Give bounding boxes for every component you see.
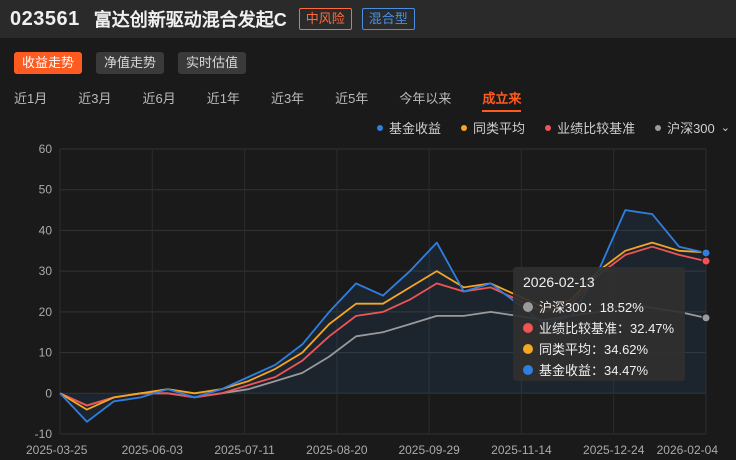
x-tick-label: 2025-12-24 <box>583 443 645 457</box>
legend-dot-icon <box>655 124 662 131</box>
tooltip-row-fund: 基金收益：34.47% <box>523 359 675 380</box>
period-6m[interactable]: 近6月 <box>142 91 176 106</box>
y-tick-label: 60 <box>39 142 53 156</box>
tab-realtime-estimate[interactable]: 实时估值 <box>178 52 247 74</box>
y-tick-label: 0 <box>45 386 52 400</box>
legend-item-benchmark[interactable]: 业绩比较基准 <box>545 118 635 137</box>
tooltip-dot-icon <box>523 322 533 333</box>
x-tick-label: 2025-11-14 <box>491 443 552 457</box>
legend-dot-icon <box>545 124 552 131</box>
legend-label: 同类平均 <box>473 121 526 136</box>
period-selector: 近1月 近3月 近6月 近1年 近3年 近5年 今年以来 成立来 <box>14 88 552 112</box>
chevron-down-icon[interactable]: ⌄ <box>720 122 730 134</box>
tooltip-dot-icon <box>523 364 533 375</box>
chart-legend: 基金收益 同类平均 业绩比较基准 沪深300 ⌄ <box>357 118 730 137</box>
chart-tooltip: 2026-02-13 沪深300：18.52% 业绩比较基准：32.47% 同类… <box>513 267 685 381</box>
legend-label: 沪深300 <box>667 121 715 136</box>
x-tick-label: 2025-03-25 <box>26 443 88 457</box>
period-since-inception[interactable]: 成立来 <box>482 88 522 112</box>
tooltip-row-benchmark: 业绩比较基准：32.47% <box>523 317 675 338</box>
risk-badge: 中风险 <box>298 8 352 30</box>
tooltip-date: 2026-02-13 <box>523 274 595 290</box>
legend-item-csi300[interactable]: 沪深300 ⌄ <box>655 118 730 137</box>
fund-header: 023561 富达创新驱动混合发起C 中风险 混合型 <box>0 0 736 38</box>
tooltip-value: 业绩比较基准：32.47% <box>539 321 675 336</box>
tooltip-row-csi300: 沪深300：18.52% <box>523 296 675 317</box>
tooltip-row-peer: 同类平均：34.62% <box>523 338 675 359</box>
tab-return-trend[interactable]: 收益走势 <box>14 52 83 74</box>
period-1m[interactable]: 近1月 <box>14 91 48 106</box>
y-tick-label: 50 <box>39 183 53 197</box>
legend-label: 基金收益 <box>389 121 442 136</box>
period-ytd[interactable]: 今年以来 <box>399 91 452 106</box>
fund-type-badge: 混合型 <box>361 8 415 30</box>
legend-item-fund[interactable]: 基金收益 <box>377 118 441 137</box>
y-tick-label: 30 <box>39 264 53 278</box>
tooltip-dot-icon <box>523 301 533 312</box>
series-endpoint-0 <box>701 248 711 258</box>
tab-nav-trend[interactable]: 净值走势 <box>96 52 165 74</box>
fund-code: 023561 <box>10 7 80 30</box>
x-tick-label: 2025-07-11 <box>214 443 275 457</box>
y-tick-label: 20 <box>39 305 53 319</box>
chart-mode-tabs: 收益走势 净值走势 实时估值 <box>14 52 260 74</box>
x-tick-label: 2025-09-29 <box>398 443 460 457</box>
legend-dot-icon <box>377 124 384 131</box>
series-endpoint-3 <box>701 313 711 323</box>
y-tick-label: 10 <box>39 346 53 360</box>
x-tick-label: 2025-08-20 <box>306 443 368 457</box>
tooltip-value: 沪深300：18.52% <box>539 300 644 315</box>
tooltip-value: 同类平均：34.62% <box>539 342 649 357</box>
series-endpoint-2 <box>701 256 711 266</box>
legend-dot-icon <box>461 124 468 131</box>
tooltip-dot-icon <box>523 343 533 354</box>
fund-name: 富达创新驱动混合发起C <box>93 10 287 30</box>
tooltip-value: 基金收益：34.47% <box>539 363 649 378</box>
period-3m[interactable]: 近3月 <box>78 91 112 106</box>
y-tick-label: 40 <box>39 223 53 237</box>
period-1y[interactable]: 近1年 <box>206 91 240 106</box>
period-3y[interactable]: 近3年 <box>270 91 305 106</box>
y-tick-label: -10 <box>35 427 53 441</box>
period-5y[interactable]: 近5年 <box>335 91 369 106</box>
legend-item-peer[interactable]: 同类平均 <box>461 118 525 137</box>
legend-label: 业绩比较基准 <box>557 121 636 136</box>
x-tick-label: 2026-02-04 <box>657 443 719 457</box>
x-tick-label: 2025-06-03 <box>122 443 184 457</box>
